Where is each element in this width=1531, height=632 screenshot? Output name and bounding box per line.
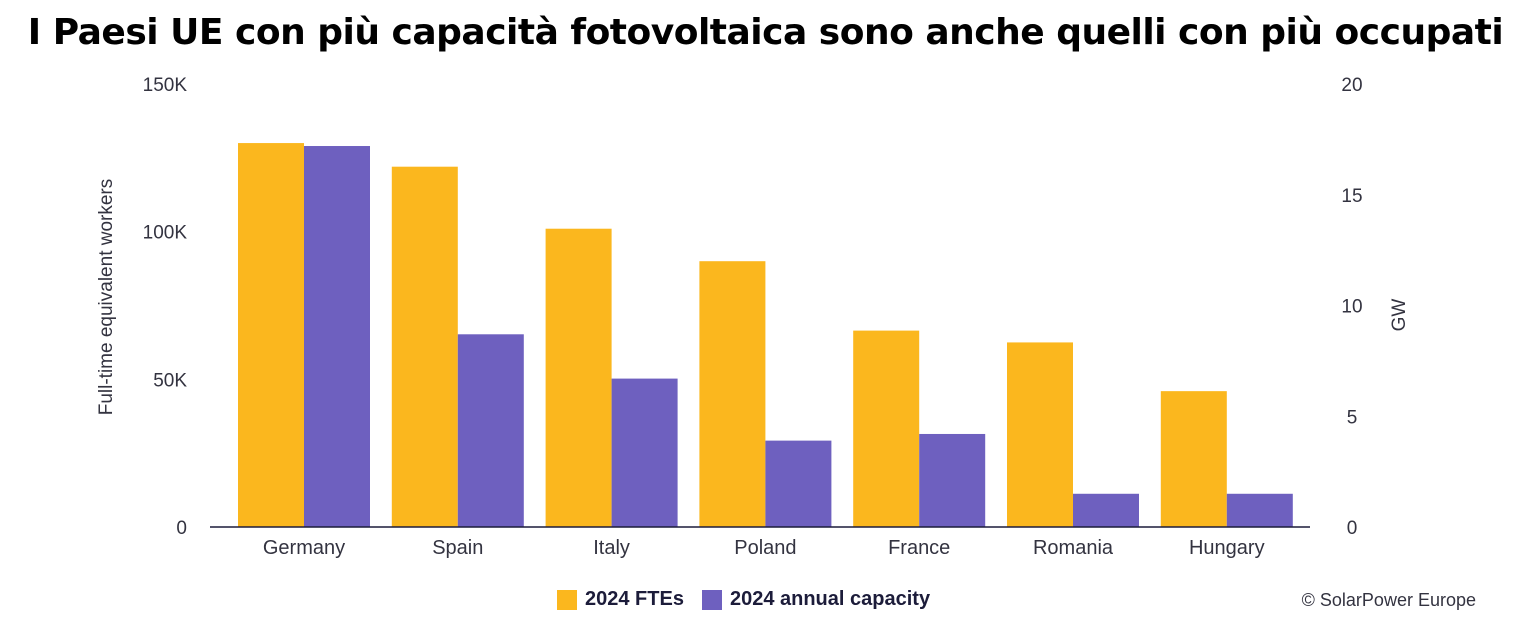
bar-fte-spain [391,166,458,527]
right-tick-label: 5 [1347,407,1358,428]
bar-capacity-germany [304,146,370,527]
bar-capacity-poland [765,440,832,527]
bars-group [238,143,1293,528]
left-tick-label: 50K [153,370,187,391]
right-tick-label: 0 [1347,518,1358,539]
bar-capacity-romania [1073,493,1139,527]
legend-swatch-capacity [701,589,722,610]
category-label-poland: Poland [734,537,796,559]
category-label-france: France [888,537,950,559]
bar-fte-hungary [1160,391,1227,527]
legend-swatch-fte [557,589,577,610]
chart-title: I Paesi UE con più capacità fotovoltaica… [27,12,1504,53]
left-tick-label: 100K [143,223,188,244]
category-label-hungary: Hungary [1189,537,1265,559]
bar-fte-poland [699,261,766,527]
category-label-germany: Germany [263,537,345,559]
right-axis-title: GW [1389,299,1410,332]
bar-fte-germany [238,143,304,528]
legend-label-capacity: 2024 annual capacity [729,588,931,610]
category-label-spain: Spain [432,537,483,559]
left-axis-title: Full-time equivalent workers [96,179,117,416]
category-labels: Germany Spain Italy Poland France Romania Hung… [263,537,1265,559]
bar-capacity-spain [457,334,524,527]
left-tick-label: 0 [176,518,187,539]
right-tick-label: 10 [1341,297,1362,318]
legend-label-fte: 2024 FTEs [585,588,684,610]
bar-capacity-france [919,433,986,527]
source-credit: © SolarPower Europe [1301,590,1476,610]
legend-item-capacity: 2024 annual capacity [701,588,931,611]
category-label-italy: Italy [593,537,630,559]
right-axis-ticks: 0 5 10 15 20 [1341,75,1362,539]
right-tick-label: 20 [1341,75,1362,96]
bar-capacity-italy [611,378,678,527]
legend: 2024 FTEs 2024 annual capacity [557,588,948,611]
bar-fte-france [853,330,920,527]
bar-fte-romania [1007,342,1073,527]
left-axis-ticks: 0 50K 100K 150K [143,75,188,539]
left-tick-label: 150K [143,75,188,96]
right-tick-label: 15 [1341,186,1362,207]
bar-fte-italy [545,228,612,528]
category-label-romania: Romania [1033,537,1114,559]
legend-item-fte: 2024 FTEs [557,588,684,611]
bar-capacity-hungary [1226,493,1293,527]
